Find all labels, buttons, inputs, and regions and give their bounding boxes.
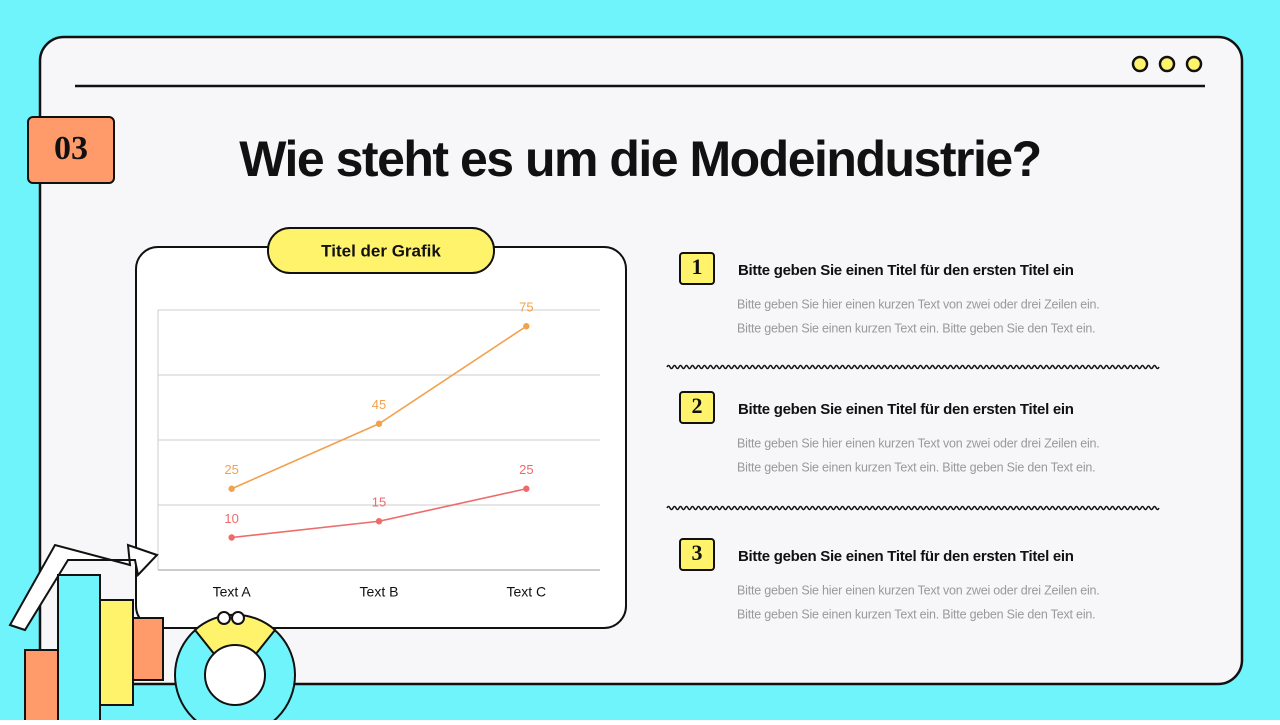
chart-panel — [135, 246, 627, 629]
number-box — [679, 391, 715, 424]
eye — [231, 611, 245, 625]
badge — [27, 116, 115, 184]
x-tick-label: Text A — [213, 584, 252, 600]
plot: Text A Text B Text C 25 45 75 10 15 25 — [157, 300, 600, 600]
window-dot — [1185, 55, 1203, 73]
data-label: 45 — [372, 397, 386, 412]
chart-title: Titel der Grafik — [321, 241, 441, 260]
data-point — [228, 485, 235, 492]
item-text: Bitte geben Sie einen kurzen Text ein. B… — [737, 460, 1095, 474]
data-point — [375, 518, 383, 525]
data-point — [523, 485, 530, 492]
item-text: Bitte geben Sie hier einen kurzen Text v… — [737, 436, 1100, 450]
number-box — [679, 252, 715, 285]
donut-hole — [204, 644, 266, 706]
item-text: Bitte geben Sie einen kurzen Text ein. B… — [737, 607, 1095, 621]
window-dot — [1158, 55, 1176, 73]
item-number: 1 — [692, 254, 703, 279]
bar-decoration — [132, 617, 164, 681]
data-label: 15 — [372, 495, 386, 510]
data-label: 25 — [519, 462, 533, 477]
item-number: 3 — [692, 540, 703, 565]
wavy-divider — [666, 505, 1160, 511]
data-label: 75 — [519, 300, 533, 315]
item-number: 2 — [692, 393, 703, 418]
bar-decoration — [99, 599, 134, 706]
item-text: Bitte geben Sie hier einen kurzen Text v… — [737, 583, 1100, 597]
chart-title-pill — [267, 227, 495, 274]
data-point — [375, 420, 383, 427]
x-tick-label: Text B — [360, 584, 399, 600]
data-label: 10 — [224, 511, 238, 526]
number-box — [679, 538, 715, 571]
x-tick-label: Text C — [506, 584, 546, 600]
wavy-divider — [666, 364, 1160, 370]
bar-decoration — [57, 574, 101, 725]
item-text: Bitte geben Sie einen kurzen Text ein. B… — [737, 321, 1095, 335]
item-title: Bitte geben Sie einen Titel für den erst… — [738, 548, 1074, 565]
arrow-decoration — [8, 543, 159, 632]
slide-title: Wie steht es um die Modeindustrie? — [239, 131, 1040, 187]
window-dot — [1131, 55, 1149, 73]
item-title: Bitte geben Sie einen Titel für den erst… — [738, 262, 1074, 279]
slide-number: 03 — [54, 130, 88, 167]
decoration — [8, 543, 296, 725]
item-list: 1 Bitte geben Sie einen Titel für den ers… — [666, 252, 1160, 621]
item-title: Bitte geben Sie einen Titel für den erst… — [738, 401, 1074, 418]
data-point — [523, 323, 530, 330]
item-text: Bitte geben Sie hier einen kurzen Text v… — [737, 297, 1100, 311]
eye — [217, 611, 231, 625]
data-label: 25 — [224, 462, 238, 477]
data-point — [228, 534, 235, 541]
